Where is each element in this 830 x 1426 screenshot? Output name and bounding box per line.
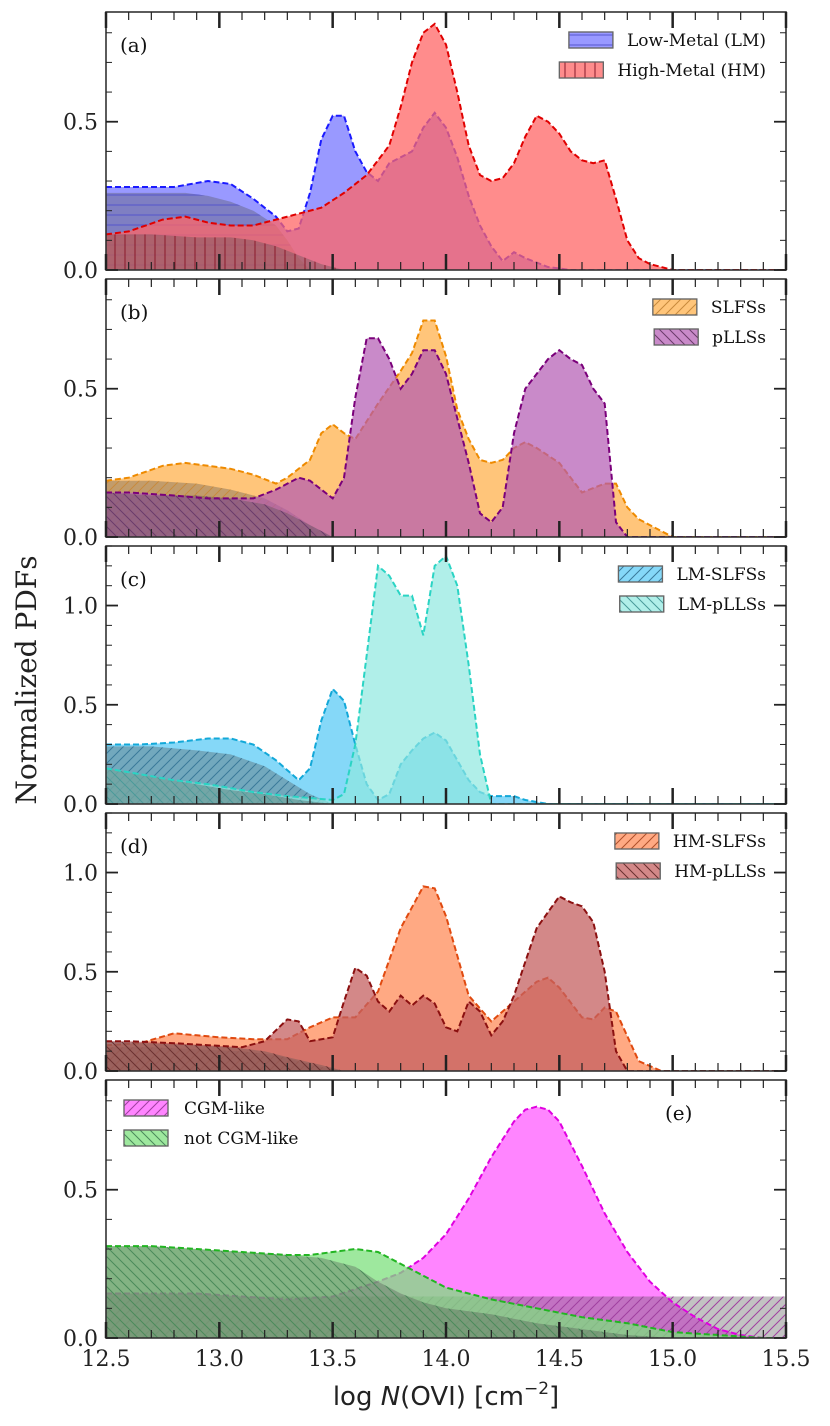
legend-label: Low-Metal (LM) [627, 31, 766, 51]
x-axis-label-var: N [381, 1382, 400, 1412]
y-tick-label: 0.0 [63, 526, 98, 551]
series-hatch-2 [106, 1246, 786, 1338]
y-tick-label: 0.0 [63, 1327, 98, 1352]
series-hatch-2 [106, 1041, 786, 1071]
panel-label: (b) [120, 300, 148, 324]
y-tick-label: 0.5 [63, 111, 98, 136]
y-tick-label: 1.0 [63, 862, 98, 887]
panel-label: (e) [665, 1101, 692, 1125]
plot-area [106, 885, 786, 1071]
x-tick-label: 13.5 [308, 1347, 357, 1372]
plot-area [106, 319, 786, 537]
x-axis-label-prefix: log [333, 1382, 373, 1412]
panel-1: 0.0 0.5 (a) Low-Metal (LM) High-Metal (HM) [63, 11, 788, 284]
legend-label: LM-pLLSs [678, 595, 766, 615]
series-line-1 [106, 1105, 786, 1338]
panel-label: (d) [120, 834, 148, 858]
legend-label: pLLSs [712, 328, 766, 348]
legend: HM-SLFSs HM-pLLSs [614, 832, 766, 882]
series-line-2 [106, 337, 786, 537]
series-area-2 [106, 338, 786, 537]
y-tick-label: 0.5 [63, 694, 98, 719]
y-axis-label: Normalized PDFs [10, 555, 43, 804]
legend: SLFSs pLLSs [652, 298, 766, 348]
series-line-2 [106, 895, 786, 1071]
legend-swatch-hatch [652, 298, 698, 316]
legend-item: Low-Metal (LM) [568, 31, 766, 51]
y-tick-label: 0.0 [63, 259, 98, 284]
series-area-1 [106, 1106, 786, 1338]
legend-label: High-Metal (HM) [617, 61, 766, 81]
series-line-2 [106, 1245, 786, 1338]
legend-label: CGM-like [184, 1099, 265, 1119]
legend-label: LM-SLFSs [676, 565, 766, 585]
x-tick-label: 14.0 [422, 1347, 471, 1372]
series-area-1 [106, 886, 786, 1071]
series-area-2 [106, 23, 786, 270]
legend: LM-SLFSs LM-pLLSs [617, 565, 766, 615]
x-tick-label: 12.5 [82, 1347, 131, 1372]
x-axis-label-end: ] [549, 1382, 559, 1412]
legend-swatch-hatch [558, 61, 604, 79]
plot-area [106, 1105, 786, 1338]
panel-label: (a) [120, 33, 148, 57]
legend-item: HM-pLLSs [615, 862, 766, 882]
legend-swatch-hatch [615, 862, 661, 880]
x-tick-label: 13.0 [195, 1347, 244, 1372]
x-axis-label-rest: (OVI) [cm [400, 1382, 524, 1412]
y-tick-label: 0.5 [63, 1179, 98, 1204]
legend-label: SLFSs [711, 298, 766, 318]
x-axis-label: log N(OVI) [cm−2] [333, 1379, 559, 1412]
x-tick-label: 15.5 [762, 1347, 811, 1372]
series-line-1 [106, 885, 786, 1071]
series-line-2 [106, 554, 786, 804]
panel-5: 0.0 0.5 12.5 13.0 13.5 14.0 14.5 15.0 15.5 (e) CGM… [63, 1079, 811, 1372]
legend-swatch-hatch [617, 565, 664, 583]
legend-item: LM-pLLSs [619, 595, 766, 615]
plot-area [106, 22, 786, 270]
series-hatch-1 [106, 746, 786, 804]
plot-area [106, 554, 786, 804]
panel-2: 0.0 0.5 (b) SLFSs pLLSs [63, 278, 788, 551]
legend-swatch-hatch [614, 832, 660, 850]
panel-3: 0.0 0.5 1.0 (c) LM-SLFSs LM-pLLSs [63, 545, 788, 818]
x-axis-label-exp: −2 [524, 1379, 549, 1399]
panels: 0.00.5(a) Low-Metal (LM)High-Metal (HM)0.… [63, 11, 811, 1372]
legend: CGM-like not CGM-like [123, 1099, 298, 1149]
panel-label: (c) [120, 567, 147, 591]
legend-swatch-hatch [568, 31, 614, 49]
x-tick-label: 15.0 [648, 1347, 697, 1372]
legend-item: HM-SLFSs [614, 832, 766, 852]
series-hatch-2 [106, 492, 786, 537]
legend: Low-Metal (LM) High-Metal (HM) [558, 31, 766, 81]
legend-label: HM-pLLSs [674, 862, 766, 882]
y-tick-label: 0.0 [63, 1060, 98, 1085]
legend-item: CGM-like [123, 1099, 265, 1119]
legend-swatch-hatch [619, 595, 665, 613]
panel-4: 0.0 0.5 1.0 (d) HM-SLFSs HM-pLLSs [63, 812, 788, 1085]
series-hatch-2 [106, 234, 786, 270]
legend-swatch-hatch [123, 1099, 169, 1117]
y-tick-label: 0.0 [63, 793, 98, 818]
series-line-2 [106, 22, 786, 270]
y-tick-label: 0.5 [63, 961, 98, 986]
legend-swatch-hatch [123, 1129, 169, 1147]
legend-swatch-hatch [653, 328, 699, 346]
legend-item: pLLSs [653, 328, 766, 348]
legend-item: High-Metal (HM) [558, 61, 766, 81]
legend-item: not CGM-like [123, 1129, 298, 1149]
legend-label: not CGM-like [184, 1129, 298, 1149]
legend-item: LM-SLFSs [617, 565, 766, 585]
legend-label: HM-SLFSs [673, 832, 766, 852]
y-tick-label: 1.0 [63, 595, 98, 620]
series-area-2 [106, 555, 786, 804]
x-tick-label: 14.5 [535, 1347, 584, 1372]
legend-item: SLFSs [652, 298, 766, 318]
y-tick-label: 0.5 [63, 378, 98, 403]
